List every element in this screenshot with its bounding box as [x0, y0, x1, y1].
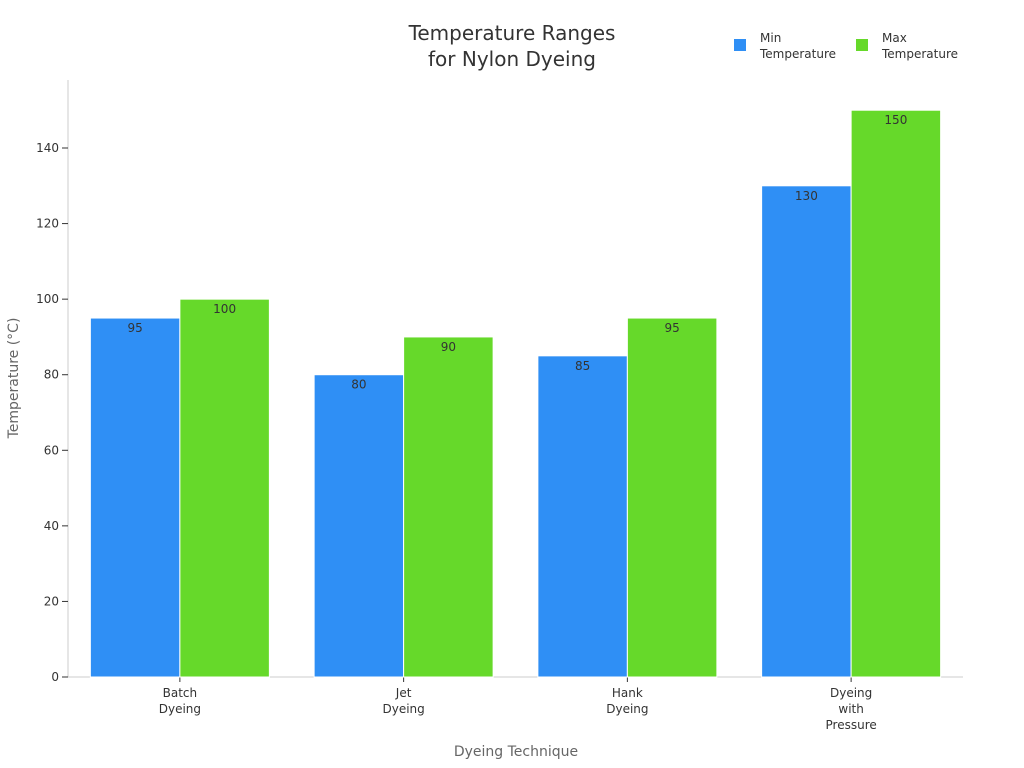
x-tick-label: Batch: [163, 686, 198, 700]
bars: [89, 109, 942, 678]
bar: [179, 298, 270, 678]
x-tick-label: Dyeing: [830, 686, 872, 700]
chart-title-line: Temperature Ranges: [408, 21, 616, 45]
legend-swatch: [734, 39, 746, 51]
bar: [626, 317, 718, 678]
y-tick-label: 140: [36, 141, 59, 155]
y-tick-label: 40: [44, 519, 59, 533]
bar: [403, 336, 494, 678]
legend-swatch: [856, 39, 868, 51]
x-tick-label: Dyeing: [606, 702, 648, 716]
x-tick-label: Pressure: [826, 718, 877, 732]
legend-label: Temperature: [759, 47, 836, 61]
y-axis-title: Temperature (°C): [6, 318, 22, 440]
legend-label: Max: [882, 31, 907, 45]
bar-value-label: 90: [441, 340, 456, 354]
y-tick-label: 120: [36, 217, 59, 231]
x-axis-title: Dyeing Technique: [454, 744, 578, 760]
bar-value-label: 150: [884, 113, 907, 127]
x-tick-label: with: [838, 702, 863, 716]
y-tick-label: 60: [44, 443, 59, 457]
bar-value-label: 95: [664, 321, 679, 335]
bar: [761, 185, 852, 678]
bar-value-label: 130: [795, 189, 818, 203]
y-tick-label: 0: [51, 670, 59, 684]
legend-label: Temperature: [881, 47, 958, 61]
y-tick-label: 80: [44, 368, 59, 382]
legend: Min Temperature Max Temperature: [734, 31, 958, 61]
bar: [89, 317, 181, 678]
chart-title-line: for Nylon Dyeing: [428, 47, 596, 71]
y-tick-label: 20: [44, 594, 59, 608]
bar-value-label: 100: [213, 302, 236, 316]
x-tick-label: Jet: [395, 686, 412, 700]
data-labels: 95 100 80 90 85 95 130 150: [127, 113, 907, 391]
bar-value-label: 95: [127, 321, 142, 335]
bar-value-label: 85: [575, 359, 590, 373]
bar: [850, 109, 942, 678]
bar-value-label: 80: [351, 378, 366, 392]
axes: 0 20 40 60 80 100 120 140 Batch Dyeing Jet Dyeing Ha…: [36, 80, 963, 732]
bar: [313, 374, 405, 678]
legend-label: Min: [760, 31, 781, 45]
bar: [537, 355, 628, 678]
x-tick-label: Dyeing: [382, 702, 424, 716]
x-tick-label: Dyeing: [159, 702, 201, 716]
y-tick-label: 100: [36, 292, 59, 306]
x-tick-label: Hank: [612, 686, 643, 700]
